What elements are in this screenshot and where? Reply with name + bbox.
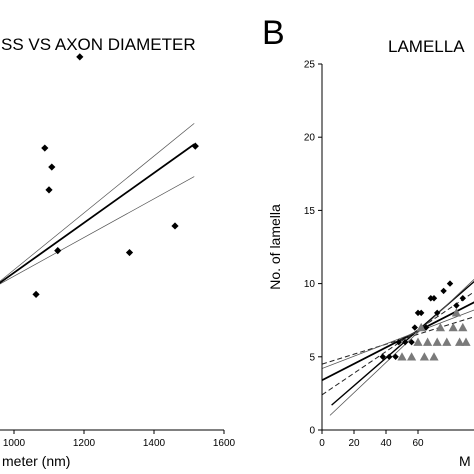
panel-a-x-tick-label: 1200	[73, 438, 96, 449]
panel-b-y-tick-label: 10	[304, 279, 316, 290]
panel-a-data-point	[54, 247, 62, 255]
panel-b-x-tick-label: 40	[380, 438, 392, 449]
panel-b-triangle-point	[442, 337, 452, 346]
panel-a-x-tick-label: 1600	[213, 438, 236, 449]
panel-b-diamond-point	[434, 309, 441, 317]
panel-a-data-point	[48, 163, 56, 171]
panel-b-title: LAMELLA	[388, 37, 465, 56]
panel-b-x-tick-label: 20	[348, 438, 360, 449]
panel-b-triangle-point	[458, 322, 468, 332]
panel-b-fit-line-2	[331, 280, 474, 406]
panel-a-data-point	[41, 144, 49, 152]
panel-a-data-point	[32, 290, 40, 298]
panel-b-triangle-point	[451, 308, 461, 317]
panel-b-triangle-point	[455, 337, 465, 346]
panel-a-ci-lower-line	[0, 176, 195, 285]
panel-a-x-axis-label: meter (nm)	[2, 453, 70, 469]
panel-b-triangle-point	[407, 352, 417, 361]
panel-b-triangle-point	[419, 352, 429, 361]
panel-b-diamond-point	[408, 338, 415, 346]
panel-b-y-tick-label: 15	[304, 206, 316, 217]
panel-b-diamond-point	[430, 295, 438, 302]
panel-a-data-point	[76, 53, 84, 61]
panel-b-diamond-point	[440, 287, 447, 295]
panel-a-data-point	[171, 222, 179, 230]
panel-b-fit-line-3	[322, 316, 474, 365]
panel-b-fit-line-6	[322, 309, 474, 369]
panel-b-triangle-point	[397, 352, 407, 361]
panel-b-triangle-point	[448, 322, 458, 332]
panel-b-diamond-point	[411, 324, 418, 331]
panel-b-triangle-point	[429, 352, 439, 361]
panel-b: B LAMELLA 0 5 10 15 20 25 0 20 40 60 No. of lame…	[262, 14, 474, 469]
panel-b-y-tick-label: 20	[304, 133, 316, 144]
panel-b-y-axis-label: No. of lamella	[267, 204, 283, 290]
panel-b-x-tick-label: 60	[412, 438, 424, 449]
panel-a: SS VS AXON DIAMETER 8001000120014001600 …	[0, 35, 236, 469]
panel-a-fit-lines	[0, 123, 195, 285]
panel-b-diamond-point	[395, 338, 402, 346]
panel-a-regression-line	[0, 143, 195, 284]
panel-b-triangle-point	[435, 322, 445, 332]
panel-b-diamond-point	[379, 353, 386, 360]
panel-b-diamond-point	[392, 353, 399, 360]
panel-a-ci-upper-line	[0, 123, 195, 282]
panel-a-x-tick-label: 1000	[3, 438, 26, 449]
panel-a-data-point	[45, 186, 53, 194]
panel-b-triangle-point	[416, 322, 426, 332]
panel-b-y-tick-label: 25	[304, 60, 316, 71]
panel-b-y-tick-label: 5	[309, 352, 315, 363]
panel-b-y-tick-label: 0	[309, 426, 315, 437]
panel-b-triangle-point	[432, 337, 442, 346]
panel-a-data-point	[125, 248, 134, 257]
panel-a-x-ticks: 8001000120014001600	[3, 430, 236, 449]
panel-b-triangle-point	[413, 337, 423, 346]
panel-b-diamond-point	[446, 280, 454, 287]
panel-b-letter: B	[262, 14, 285, 52]
panel-a-points	[32, 53, 199, 298]
panel-a-data-point	[191, 142, 199, 150]
panel-b-x-axis-label: M	[459, 453, 471, 469]
panel-b-diamond-point	[402, 338, 409, 346]
panel-b-points	[379, 280, 471, 361]
panel-b-diamond-point	[386, 353, 393, 360]
panel-b-diamond-point	[418, 309, 425, 317]
panel-b-x-ticks: 0 20 40 60	[319, 430, 424, 449]
panel-b-diamond-point	[453, 302, 460, 309]
panel-b-x-tick-label: 0	[319, 438, 325, 449]
panel-b-triangle-point	[461, 337, 471, 346]
panel-a-x-tick-label: 1400	[143, 438, 166, 449]
panel-b-diamond-point	[459, 295, 466, 302]
panel-b-y-ticks: 0 5 10 15 20 25	[304, 60, 322, 437]
panel-a-title: SS VS AXON DIAMETER	[1, 35, 196, 54]
panel-b-triangle-point	[423, 337, 433, 346]
